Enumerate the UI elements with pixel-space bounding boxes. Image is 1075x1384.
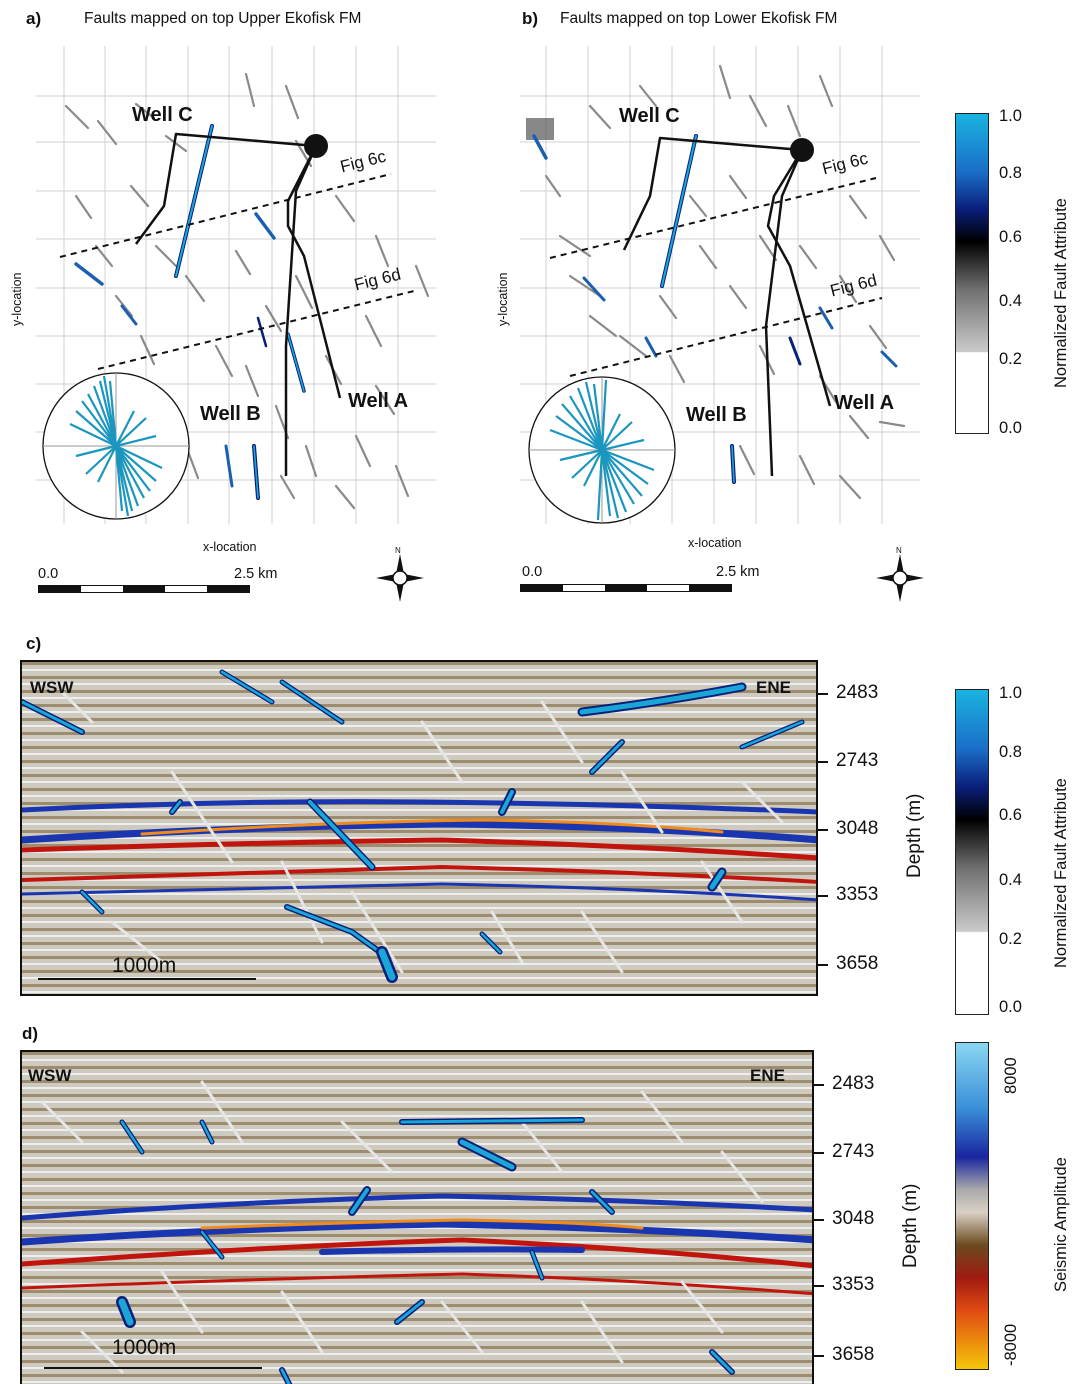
panel-d-wsw-label: WSW	[28, 1066, 72, 1085]
scale-start-a: 0.0	[38, 566, 59, 582]
cb1-tick-04: 0.4	[999, 292, 1022, 310]
fault-map-b: Well C Well A Well B Fig 6c Fig 6d	[520, 46, 920, 524]
depth-tick-d-3: 3048	[832, 1208, 875, 1229]
scale-bar-b	[520, 584, 732, 592]
cb1-tick-06: 0.6	[999, 228, 1022, 246]
fault-map-b-svg	[520, 46, 920, 524]
depth-tick-d-2: 2743	[832, 1141, 875, 1162]
depth-tick-c-1: 2483	[836, 682, 879, 703]
depth-tick-d-5: 3658	[832, 1344, 875, 1365]
scale-end-a: 2.5 km	[234, 566, 278, 582]
rose-diagram-a	[42, 372, 190, 520]
north-arrow-b-icon: N	[876, 546, 924, 602]
panel-b-label: b)	[522, 9, 539, 28]
seismic-section-d: WSW ENE 1000m	[20, 1050, 814, 1384]
cb2-tick-04: 0.4	[999, 871, 1022, 889]
panel-a-label: a)	[26, 9, 42, 28]
panel-c-wsw-label: WSW	[30, 678, 74, 697]
cb1-tick-0: 0.0	[999, 419, 1022, 437]
well-a-label-b: Well A	[834, 392, 895, 414]
rose-diagram-b	[528, 376, 676, 524]
cb1-title: Normalized Fault Attribute	[1052, 198, 1070, 388]
cb1-tick-1: 1.0	[999, 107, 1022, 125]
well-b-label-b: Well B	[686, 404, 747, 426]
cb2-tick-0: 0.0	[999, 998, 1022, 1016]
scale-start-b: 0.0	[522, 564, 543, 580]
fault-map-a: Well C Well A Well B Fig 6c Fig 6d	[36, 46, 436, 524]
cb2-tick-1: 1.0	[999, 684, 1022, 702]
depth-tick-d-1: 2483	[832, 1073, 875, 1094]
scale-bar-a	[38, 585, 250, 593]
north-arrow-a-icon: N	[376, 546, 424, 602]
scale-end-b: 2.5 km	[716, 564, 760, 580]
cb3-tick-max: 8000	[1002, 1057, 1020, 1094]
well-a-label-a: Well A	[348, 390, 409, 412]
depth-axis-label-c: Depth (m)	[904, 793, 925, 878]
cb3-tick-min: -8000	[1002, 1323, 1020, 1366]
panel-d-scale-label: 1000m	[112, 1336, 177, 1359]
colorbar-amplitude-bar	[955, 1042, 989, 1370]
depth-tick-d-4: 3353	[832, 1274, 875, 1295]
cb2-tick-08: 0.8	[999, 743, 1022, 761]
depth-tick-c-2: 2743	[836, 750, 879, 771]
panel-c-scale-label: 1000m	[112, 954, 177, 977]
seismic-section-d-svg	[22, 1052, 812, 1384]
colorbar-fault-2-bar	[955, 689, 989, 1015]
panel-c-ene-label: ENE	[756, 678, 791, 697]
panel-d-label: d)	[22, 1024, 39, 1043]
cb2-tick-02: 0.2	[999, 930, 1022, 948]
x-axis-label-b: x-location	[688, 536, 742, 550]
well-c-label-b: Well C	[619, 105, 680, 127]
seismic-section-c-svg	[22, 662, 816, 994]
panel-d-ene-label: ENE	[750, 1066, 785, 1085]
depth-tick-c-5: 3658	[836, 953, 879, 974]
cb1-tick-08: 0.8	[999, 164, 1022, 182]
y-axis-label-a: y-location	[10, 272, 24, 327]
fault-map-a-svg	[36, 46, 436, 524]
well-head-marker-b	[790, 138, 814, 162]
panel-b-title: Faults mapped on top Lower Ekofisk FM	[560, 10, 838, 27]
y-axis-label-b: y-location	[496, 272, 510, 327]
well-c-label-a: Well C	[132, 104, 193, 126]
depth-tick-c-4: 3353	[836, 884, 879, 905]
colorbar-fault-1-bar	[955, 113, 989, 434]
well-b-label-a: Well B	[200, 403, 261, 425]
well-head-marker-a	[304, 134, 328, 158]
depth-axis-label-d: Depth (m)	[900, 1183, 921, 1268]
cb2-title: Normalized Fault Attribute	[1052, 778, 1070, 968]
x-axis-label-a: x-location	[203, 540, 257, 554]
cb3-title: Seismic Amplitude	[1052, 1157, 1070, 1292]
cb2-tick-06: 0.6	[999, 806, 1022, 824]
cb1-tick-02: 0.2	[999, 350, 1022, 368]
seismic-section-c: WSW ENE 1000m	[20, 660, 818, 996]
panel-c-label: c)	[26, 634, 42, 653]
panel-a-title: Faults mapped on top Upper Ekofisk FM	[84, 10, 362, 27]
depth-tick-c-3: 3048	[836, 818, 879, 839]
